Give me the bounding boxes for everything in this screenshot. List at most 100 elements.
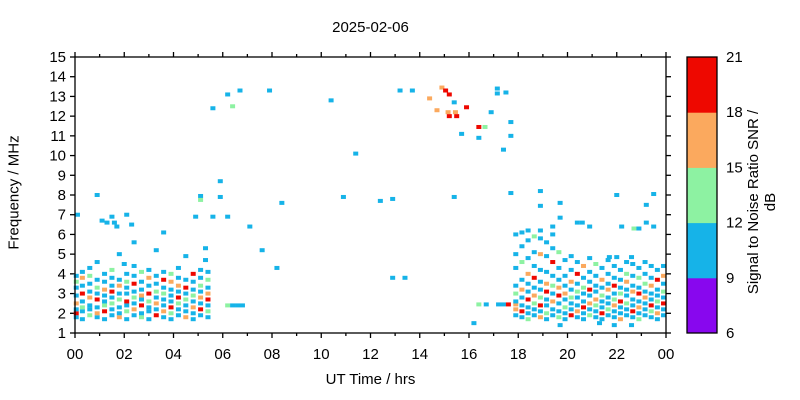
colorbar: 6 9 12 15 18 21 [686,49,743,342]
data-point [153,281,159,286]
data-point [636,226,642,231]
data-point [146,291,152,296]
data-point [556,250,562,255]
data-point [102,293,108,298]
data-point [230,104,236,109]
data-point [574,315,580,320]
data-point [175,307,181,312]
data-point [574,281,580,286]
data-point [513,299,519,304]
data-point [217,179,223,184]
data-point [161,277,167,282]
data-point [131,289,137,294]
data-point [131,273,137,278]
data-point [624,279,630,284]
data-point [464,105,470,110]
data-point [146,309,152,314]
data-point [161,309,167,314]
data-point [557,200,563,205]
data-point [124,291,130,296]
data-point [205,291,211,296]
data-point [94,305,100,310]
data-point [617,311,623,316]
data-point [109,275,115,280]
y-tick-label: 5 [58,246,66,263]
data-point [168,305,174,310]
data-point [94,311,100,316]
data-point [131,281,137,286]
data-point [267,88,273,93]
data-point [617,291,623,296]
data-point [531,250,537,255]
data-point [654,311,660,316]
data-point [146,267,152,272]
data-point [587,307,593,312]
data-point [198,295,204,300]
chart-title: 2025-02-06 [332,19,409,36]
y-tick-label: 8 [58,187,66,204]
data-point [581,311,587,316]
data-point [630,315,636,320]
data-point [611,297,617,302]
data-point [225,214,231,219]
data-point [73,307,79,312]
data-point [190,305,196,310]
x-tick-label: 20 [559,346,576,363]
data-point [537,189,543,194]
data-point [605,281,611,286]
data-point [508,191,514,196]
data-point [175,289,181,294]
data-point [459,131,465,136]
data-point [661,301,667,306]
data-point [605,271,611,276]
data-point [661,307,667,312]
data-point [183,309,189,314]
data-point [531,293,537,298]
data-point [617,305,623,310]
data-point [525,271,531,276]
data-point [581,317,587,322]
data-point [550,232,556,237]
data-point [124,285,130,290]
data-point [624,313,630,318]
data-point [537,252,543,257]
data-point [581,291,587,296]
x-tick-label: 06 [214,346,231,363]
data-point [587,301,593,306]
data-point [630,283,636,288]
data-point [183,291,189,296]
data-point [175,301,181,306]
data-point [599,305,605,310]
data-point [630,262,636,266]
data-point [73,315,79,320]
data-point [605,258,611,263]
y-tick-label: 15 [49,49,66,66]
data-point [648,315,654,320]
data-point [605,295,611,300]
x-tick-label: 02 [116,346,133,363]
data-point [636,275,642,280]
data-point [605,313,611,318]
data-point [525,256,531,261]
data-point [642,260,648,265]
data-point [642,289,648,294]
data-point [102,271,108,276]
data-point [138,287,144,292]
data-point [109,307,115,312]
data-point [79,299,85,304]
data-point [624,301,630,306]
data-points [73,85,667,328]
data-point [630,303,636,308]
data-point [146,275,152,280]
data-point [611,309,617,314]
data-point [614,255,620,260]
data-point [648,283,654,288]
data-point [124,299,130,304]
plot-frame [74,56,667,334]
data-point [642,313,648,318]
data-point [624,260,630,265]
data-point [79,275,85,280]
data-point [79,305,85,310]
data-point [624,287,630,292]
data-point [525,281,531,286]
